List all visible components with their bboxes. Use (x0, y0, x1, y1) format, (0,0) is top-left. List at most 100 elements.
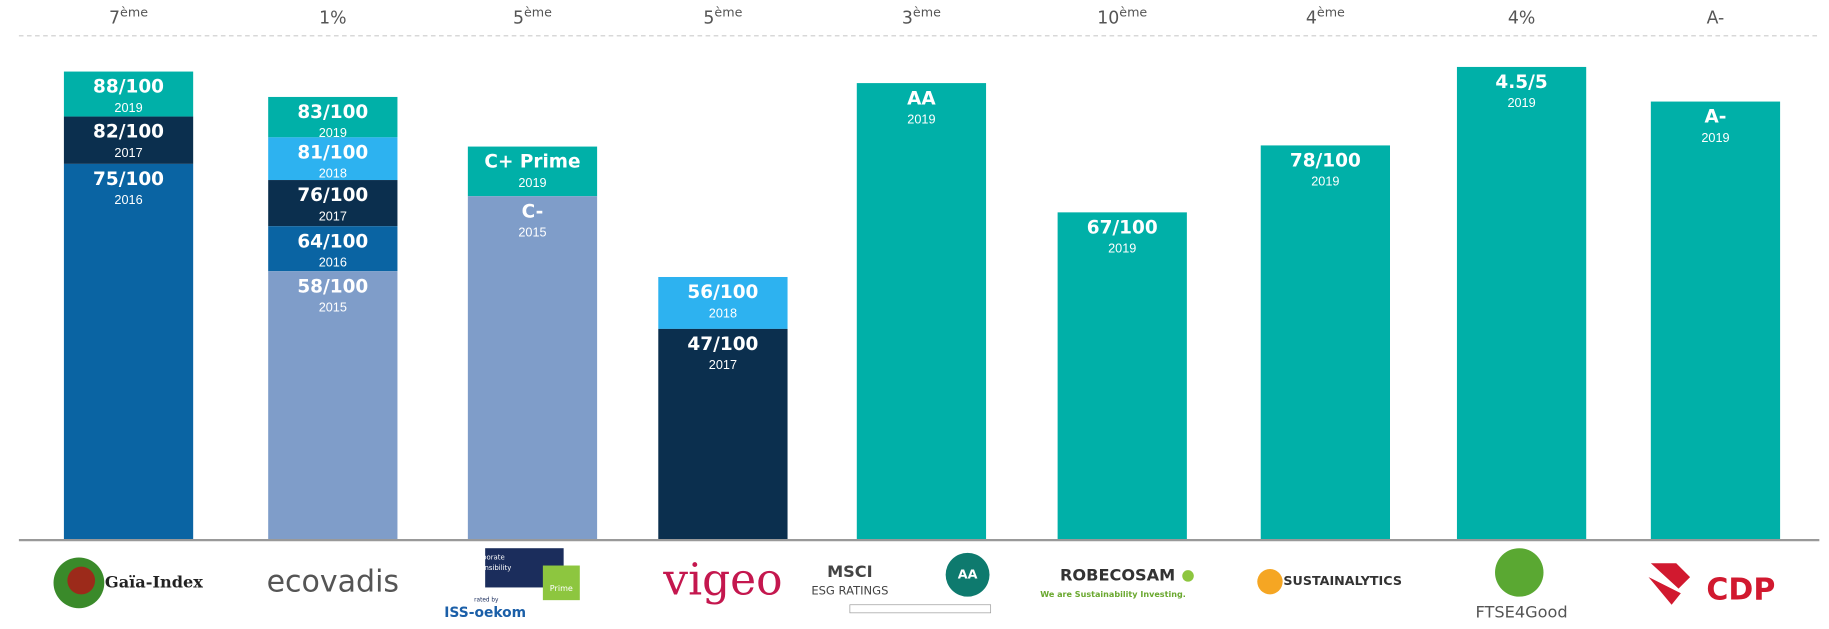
bar-segment (268, 137, 398, 181)
year-label: 2019 (1108, 242, 1136, 256)
logo-icon (67, 566, 96, 595)
logo-text: Responsibility (464, 564, 512, 572)
rank-main: 4% (1508, 8, 1535, 28)
logo-text: CDP (1706, 572, 1775, 607)
rank-sup: ème (1317, 4, 1345, 19)
rank-main: 5 (513, 8, 524, 28)
rank-main: 4 (1306, 8, 1317, 28)
year-label: 2019 (1701, 131, 1729, 145)
rank-main: 10 (1097, 8, 1119, 28)
rank: 1% (319, 8, 346, 28)
score-label: 47/100 (687, 334, 758, 355)
logo-text: ESG RATINGS (811, 583, 888, 597)
rank-sup: ème (524, 4, 552, 19)
year-label: 2019 (1507, 96, 1535, 110)
rank-main: 7 (109, 8, 120, 28)
score-label: A- (1704, 107, 1726, 128)
rank: 7ème (109, 4, 148, 28)
score-label: 81/100 (297, 142, 368, 163)
year-label: 2019 (1311, 175, 1339, 189)
score-label: 88/100 (93, 77, 164, 98)
year-label: 2018 (319, 167, 347, 181)
rank: 3ème (902, 4, 941, 28)
logo-text: Gaïa-Index (105, 572, 203, 591)
bar-segment (63, 163, 194, 541)
rank: 4% (1508, 8, 1535, 28)
score-label: C- (522, 201, 544, 222)
logo-icon (1257, 568, 1283, 595)
bar-segment (467, 146, 598, 197)
bar-segment (268, 180, 398, 227)
score-label: 83/100 (297, 102, 368, 123)
logo-text: SUSTAINALYTICS (1283, 573, 1402, 588)
bar-segment (63, 71, 194, 117)
score-label: AA (907, 88, 936, 109)
score-label: 75/100 (93, 169, 164, 190)
logo-text: ecovadis (267, 564, 399, 599)
logo-box (542, 565, 580, 601)
year-label: 2019 (319, 126, 347, 140)
logo-text: vigeo (662, 554, 782, 605)
logo-icon (1648, 563, 1691, 605)
bar-segment (1456, 66, 1587, 541)
bars: 88/100 2019 82/100 2017 75/100 2016 83/100 2019… (63, 66, 1781, 541)
bar-segment (268, 96, 398, 138)
logo-text: ISS-oekom (444, 605, 526, 621)
score-label: 58/100 (297, 276, 368, 297)
year-label: 2019 (114, 101, 142, 115)
year-label: 2019 (518, 176, 546, 190)
rank: 10ème (1097, 4, 1147, 28)
logo-text: MSCI (827, 562, 873, 581)
year-label: 2016 (319, 256, 347, 270)
logo-icon (1182, 570, 1194, 582)
rank-sup: ème (913, 4, 941, 19)
logo-text: Prime (550, 584, 573, 593)
bar-segment (856, 83, 987, 541)
year-label: 2016 (114, 193, 142, 207)
bar-segment (1057, 212, 1187, 541)
score-label: 76/100 (297, 185, 368, 206)
score-label: 67/100 (1087, 218, 1158, 239)
score-label: 82/100 (93, 122, 164, 143)
year-label: 2015 (518, 225, 546, 239)
rank-sup: ème (714, 4, 742, 19)
year-label: 2017 (319, 209, 347, 223)
score-label: 56/100 (687, 282, 758, 303)
logo-text: AA (958, 566, 978, 581)
bar-segment (467, 196, 598, 541)
bar-segment (268, 271, 398, 541)
rank: 4ème (1306, 4, 1345, 28)
year-label: 2017 (709, 358, 737, 372)
rank-main: A- (1707, 8, 1725, 28)
logo-scale (849, 604, 992, 614)
logo-icon (1495, 548, 1544, 597)
bar-segment (268, 226, 398, 272)
bar-segment (1650, 101, 1781, 541)
logo-text: ROBECOSAM (1060, 565, 1175, 584)
year-label: 2018 (709, 306, 737, 320)
rank-sup: ème (1119, 4, 1147, 19)
logo-icon (945, 552, 990, 597)
score-label: 78/100 (1290, 151, 1361, 172)
bar-segment (1260, 145, 1391, 541)
rank-main: 1% (319, 8, 346, 28)
year-label: 2019 (907, 112, 935, 126)
year-label: 2015 (319, 301, 347, 315)
logo-text: rated by (474, 598, 499, 604)
year-label: 2017 (114, 146, 142, 160)
rank-main: 3 (902, 8, 913, 28)
score-label: 4.5/5 (1495, 72, 1547, 93)
logo-text: FTSE4Good (1476, 602, 1568, 621)
score-label: C+ Prime (484, 152, 580, 173)
rank: A- (1707, 8, 1725, 28)
bar-segment (63, 116, 194, 164)
rank: 5ème (703, 4, 742, 28)
rank: 5ème (513, 4, 552, 28)
rank-sup: ème (120, 4, 148, 19)
rank-main: 5 (703, 8, 714, 28)
logo-text: Corporate (470, 553, 505, 561)
logo-text: We are Sustainability Investing. (1040, 590, 1186, 599)
bar-segment (658, 276, 788, 329)
bar-segment (658, 328, 788, 541)
